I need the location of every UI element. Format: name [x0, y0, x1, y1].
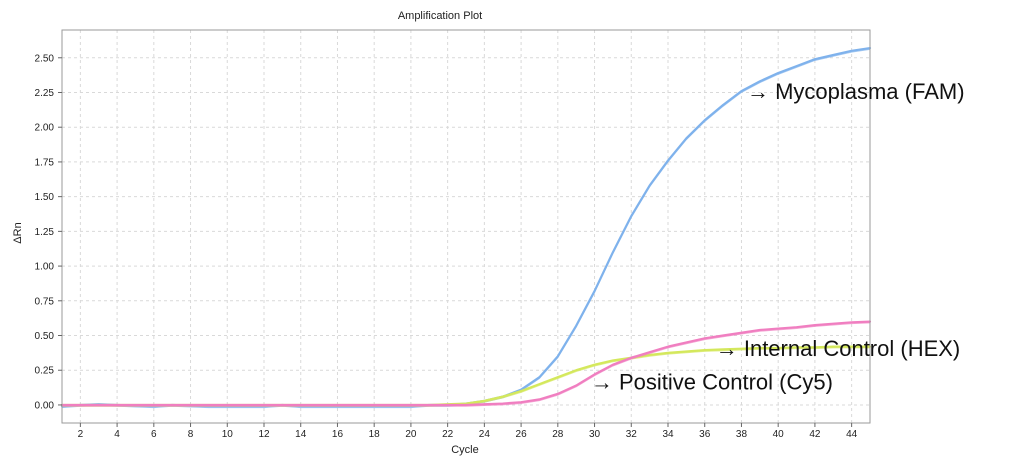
y-tick-label: 2.50 — [35, 53, 55, 64]
x-tick-label: 12 — [258, 429, 270, 440]
x-tick-label: 16 — [332, 429, 344, 440]
x-tick-label: 4 — [114, 429, 120, 440]
x-tick-label: 38 — [736, 429, 748, 440]
plot-frame — [61, 29, 871, 424]
y-tick-label: 0.25 — [35, 366, 55, 377]
axis-ticks: 2 4 6 8 10 12 14 16 18 20 22 24 26 28 30 32 34 36 38 40 42 44… — [35, 53, 858, 440]
x-tick-label: 30 — [589, 429, 601, 440]
x-tick-label: 20 — [405, 429, 417, 440]
x-tick-label: 44 — [846, 429, 858, 440]
y-tick-label: 0.75 — [35, 296, 55, 307]
x-tick-label: 42 — [809, 429, 821, 440]
y-tick-label: 0.50 — [35, 331, 55, 342]
y-axis-title: ΔRn — [12, 222, 24, 243]
x-tick-label: 14 — [295, 429, 307, 440]
x-tick-label: 24 — [479, 429, 491, 440]
annotation-label: → Positive Control (Cy5) — [591, 369, 833, 394]
series-layer — [60, 46, 872, 409]
series-line-2 — [60, 320, 872, 407]
y-tick-label: 1.75 — [35, 157, 55, 168]
x-tick-label: 26 — [516, 429, 528, 440]
x-tick-label: 28 — [552, 429, 564, 440]
chart-title: Amplification Plot — [398, 10, 482, 22]
x-tick-label: 6 — [151, 429, 157, 440]
x-tick-label: 40 — [773, 429, 785, 440]
x-axis-title: Cycle — [451, 444, 479, 456]
y-tick-label: 2.25 — [35, 88, 55, 99]
y-tick-label: 1.50 — [35, 192, 55, 203]
grid — [62, 30, 870, 423]
x-tick-label: 22 — [442, 429, 454, 440]
annotations: → Mycoplasma (FAM) → Internal Control (HE… — [591, 79, 965, 394]
series-replicate-line-2 — [62, 322, 871, 407]
y-tick-label: 1.25 — [35, 227, 55, 238]
annotation-label: → Mycoplasma (FAM) — [747, 79, 965, 104]
y-tick-label: 0.00 — [35, 400, 55, 411]
y-tick-label: 2.00 — [35, 123, 55, 134]
x-tick-label: 2 — [78, 429, 84, 440]
x-tick-label: 8 — [188, 429, 194, 440]
x-tick-label: 34 — [662, 429, 674, 440]
x-tick-label: 36 — [699, 429, 711, 440]
x-tick-label: 10 — [222, 429, 234, 440]
y-tick-label: 1.00 — [35, 262, 55, 273]
x-tick-label: 18 — [369, 429, 381, 440]
annotation-label: → Internal Control (HEX) — [716, 336, 961, 361]
x-tick-label: 32 — [626, 429, 638, 440]
